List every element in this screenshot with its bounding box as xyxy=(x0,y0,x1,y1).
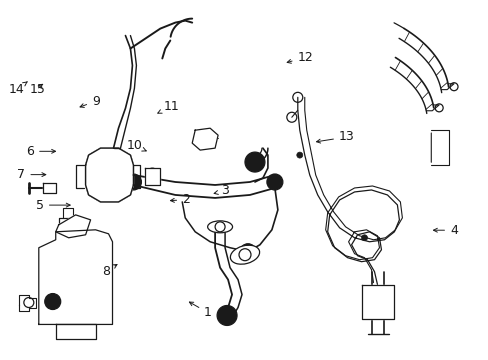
Circle shape xyxy=(244,152,264,172)
Polygon shape xyxy=(192,128,218,150)
Text: 15: 15 xyxy=(29,83,45,96)
Polygon shape xyxy=(19,294,36,311)
Text: 5: 5 xyxy=(36,199,70,212)
Circle shape xyxy=(217,306,237,325)
Circle shape xyxy=(125,174,141,190)
Circle shape xyxy=(266,174,282,190)
Circle shape xyxy=(51,300,55,303)
Text: 10: 10 xyxy=(127,139,146,152)
Text: 3: 3 xyxy=(214,184,228,197)
Polygon shape xyxy=(145,168,160,185)
Text: 9: 9 xyxy=(80,95,100,108)
Text: 8: 8 xyxy=(102,265,117,278)
Circle shape xyxy=(45,293,61,310)
Text: 11: 11 xyxy=(158,100,179,113)
Circle shape xyxy=(89,155,129,195)
Text: 2: 2 xyxy=(170,193,190,206)
Circle shape xyxy=(296,152,302,158)
Text: 6: 6 xyxy=(26,145,56,158)
Text: 13: 13 xyxy=(316,130,354,144)
Circle shape xyxy=(98,163,121,187)
Polygon shape xyxy=(361,285,394,319)
Polygon shape xyxy=(56,324,95,339)
Circle shape xyxy=(240,244,255,260)
Polygon shape xyxy=(39,230,112,324)
Polygon shape xyxy=(42,183,56,193)
Polygon shape xyxy=(56,215,90,238)
Circle shape xyxy=(361,235,367,241)
Ellipse shape xyxy=(230,245,259,264)
Text: 4: 4 xyxy=(432,224,457,237)
Text: 1: 1 xyxy=(189,302,211,319)
Text: 12: 12 xyxy=(286,51,313,64)
Circle shape xyxy=(104,170,114,180)
Polygon shape xyxy=(85,148,133,202)
Text: 14: 14 xyxy=(9,82,27,96)
Ellipse shape xyxy=(207,221,232,233)
Text: 7: 7 xyxy=(18,168,46,181)
